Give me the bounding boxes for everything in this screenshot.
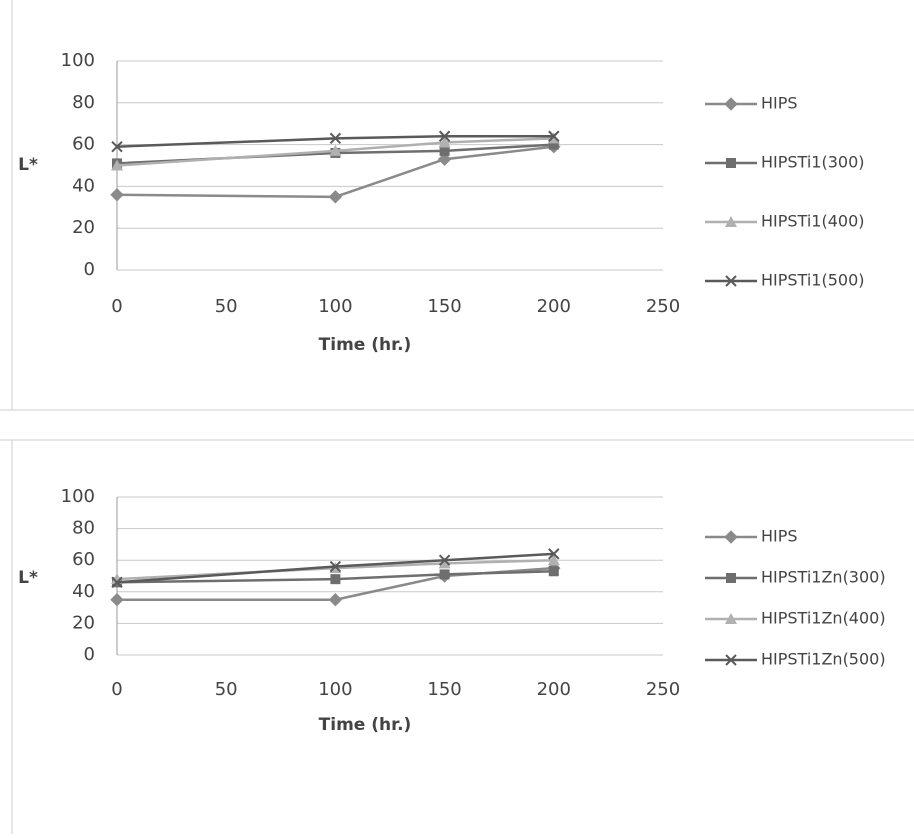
data-point xyxy=(111,159,123,171)
series-line xyxy=(116,137,554,167)
y-tick-label: 40 xyxy=(72,581,95,602)
data-point xyxy=(328,190,343,204)
y-tick-label: 100 xyxy=(61,486,95,507)
series-line xyxy=(116,145,554,199)
data-point xyxy=(329,132,342,145)
data-point xyxy=(439,569,450,580)
legend-label: HIPSTi1Zn(500) xyxy=(761,650,886,669)
y-axis-title: L* xyxy=(18,155,38,175)
y-tick-label: 100 xyxy=(61,50,95,71)
legend-marker xyxy=(725,216,737,227)
data-point xyxy=(439,145,450,156)
x-tick-label: 150 xyxy=(427,679,461,700)
x-axis-title: Time (hr.) xyxy=(319,715,412,735)
data-point xyxy=(111,576,123,589)
legend-marker xyxy=(725,613,737,624)
data-point xyxy=(548,130,560,142)
data-point xyxy=(330,574,341,585)
x-tick-label: 0 xyxy=(111,296,122,317)
data-point xyxy=(329,144,342,156)
y-tick-label: 60 xyxy=(72,134,95,155)
y-tick-label: 20 xyxy=(72,217,95,238)
x-tick-label: 100 xyxy=(318,679,352,700)
x-tick-label: 250 xyxy=(646,296,680,317)
legend-marker xyxy=(726,158,736,168)
data-point xyxy=(438,557,451,569)
x-tick-label: 50 xyxy=(215,296,238,317)
x-tick-label: 100 xyxy=(318,296,352,317)
y-tick-label: 40 xyxy=(72,175,95,196)
data-point xyxy=(437,152,452,166)
x-tick-label: 150 xyxy=(427,296,461,317)
series-line xyxy=(116,570,554,584)
legend-label: HIPSTi1(300) xyxy=(761,153,864,172)
legend-marker xyxy=(725,275,737,287)
legend-label: HIPSTi1Zn(400) xyxy=(761,609,886,628)
legend-label: HIPSTi1Zn(300) xyxy=(761,568,886,587)
y-tick-label: 60 xyxy=(72,549,95,570)
legend-label: HIPSTi1(500) xyxy=(761,271,864,290)
y-tick-label: 0 xyxy=(84,644,95,665)
x-tick-label: 250 xyxy=(646,679,680,700)
y-tick-label: 20 xyxy=(72,612,95,633)
legend-label: HIPS xyxy=(761,527,798,546)
data-point xyxy=(111,140,123,153)
data-point xyxy=(438,130,451,142)
legend-marker xyxy=(724,530,738,544)
y-tick-label: 0 xyxy=(84,259,95,280)
data-point xyxy=(548,139,559,150)
legend-marker xyxy=(725,654,737,666)
data-point xyxy=(548,566,559,577)
legend-marker xyxy=(724,97,738,111)
legend-label: HIPS xyxy=(761,94,798,113)
x-tick-label: 200 xyxy=(537,679,571,700)
x-tick-label: 50 xyxy=(215,679,238,700)
y-tick-label: 80 xyxy=(72,92,95,113)
series-line xyxy=(116,552,554,584)
x-tick-label: 200 xyxy=(537,296,571,317)
data-point xyxy=(110,188,124,202)
legend-label: HIPSTi1(400) xyxy=(761,212,864,231)
data-point xyxy=(548,548,560,560)
data-point xyxy=(328,592,343,607)
x-tick-label: 0 xyxy=(111,679,122,700)
data-point xyxy=(438,136,451,148)
data-point xyxy=(329,560,342,573)
series-line xyxy=(116,134,554,148)
x-axis-title: Time (hr.) xyxy=(319,335,412,355)
data-point xyxy=(547,554,560,566)
legend-marker xyxy=(726,573,736,583)
y-axis-title: L* xyxy=(18,568,38,588)
data-point xyxy=(110,592,124,607)
y-tick-label: 80 xyxy=(72,518,95,539)
data-point xyxy=(438,554,451,566)
